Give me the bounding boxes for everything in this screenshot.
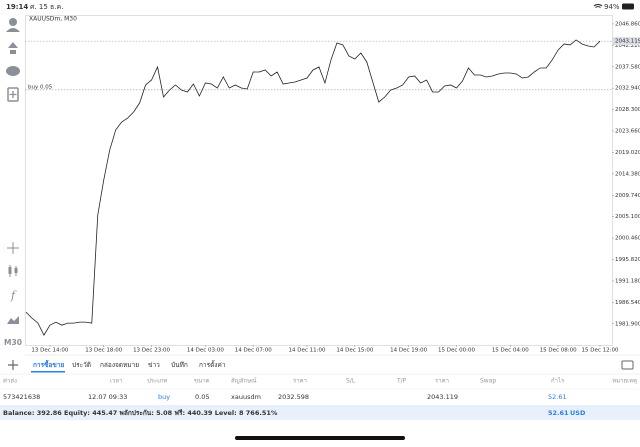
cell-type: buy	[158, 393, 170, 401]
y-tick-label: 2005.100	[615, 214, 640, 220]
x-tick-label: 13 Dec 14:00	[31, 348, 68, 354]
x-tick-label: 15 Dec 12:00	[582, 348, 619, 354]
cell-symbol: xauusdm	[231, 393, 261, 401]
icon-new[interactable]	[7, 87, 19, 102]
price-line-series	[25, 39, 601, 336]
tab[interactable]: การตั้งค่า	[199, 360, 226, 369]
price-tag	[612, 37, 640, 46]
icon-trade[interactable]	[8, 42, 18, 54]
timeframe[interactable]: M30	[4, 338, 22, 347]
y-tick-label: 2032.940	[615, 86, 640, 92]
cell-current-price: 2043.119	[427, 393, 458, 401]
y-tick-label: 1986.540	[615, 300, 640, 306]
tab[interactable]: ประวัติ	[72, 361, 91, 369]
icon-layout[interactable]	[621, 360, 634, 370]
y-tick-label: 2019.020	[615, 150, 640, 156]
y-tick-label: 1991.180	[615, 278, 640, 284]
sidebar: f M30	[4, 18, 634, 370]
account-summary: Balance: 392.86 Equity: 445.47 พลักประกั…	[3, 409, 278, 417]
icon-chat[interactable]	[6, 66, 20, 76]
status-time: 19:14	[6, 3, 28, 11]
y-tick-label: 2046.860	[615, 21, 640, 27]
icon-indicators[interactable]: f	[10, 289, 17, 302]
column-header: ขนาด	[194, 378, 210, 385]
tab[interactable]: บันทึก	[171, 361, 188, 369]
icon-add[interactable]	[8, 360, 18, 370]
cell-order: 573421638	[3, 393, 40, 401]
x-tick-label: 15 Dec 08:00	[540, 348, 577, 354]
tab-underline	[31, 371, 65, 373]
x-tick-label: 14 Dec 15:00	[336, 348, 373, 354]
column-header: กำไร	[551, 377, 565, 385]
y-tick-label: 2037.580	[615, 64, 640, 70]
y-tick-label: 2023.660	[615, 129, 640, 135]
x-tick-label: 14 Dec 19:00	[390, 348, 427, 354]
battery-icon	[622, 3, 634, 10]
x-tick-label: 14 Dec 11:00	[289, 348, 326, 354]
column-header: S/L	[346, 378, 356, 385]
battery-text: 94%	[604, 3, 620, 11]
column-header: T/P	[396, 378, 407, 385]
tab[interactable]: ข่าว	[148, 361, 160, 369]
column-header: ค่าส่ง	[3, 378, 17, 385]
cell-profit: 52.61	[548, 393, 567, 401]
status-date: ศ. 15 ธ.ค.	[30, 3, 63, 11]
x-tick-label: 15 Dec 00:00	[438, 348, 475, 354]
x-tick-label: 14 Dec 07:00	[235, 348, 272, 354]
x-tick-label: 13 Dec 23:00	[133, 348, 170, 354]
y-tick-label: 2028.300	[615, 107, 640, 113]
column-header: ราคา	[435, 378, 449, 385]
tab[interactable]: การซื้อขาย	[33, 359, 64, 369]
positions-table: ค่าส่ง เวลา ประเภท ขนาด สัญลักษณ์ ราคา S/L T/P ร…	[0, 377, 640, 401]
column-header: Swap	[480, 378, 496, 385]
cell-volume: 0.05	[195, 393, 209, 401]
y-tick-label: 1981.900	[615, 321, 640, 327]
icon-candles-2	[14, 268, 18, 273]
icon-objects[interactable]	[7, 316, 19, 324]
wifi-icon	[593, 4, 603, 8]
footer-bg	[0, 405, 640, 420]
cell-open-price: 2032.598	[278, 393, 309, 401]
home-indicator	[235, 436, 405, 440]
column-header: ประเภท	[147, 378, 167, 385]
y-tick-label: 2009.740	[615, 193, 640, 199]
column-header: หมายเหตุ	[612, 378, 637, 385]
cell-time: 12.07 09:33	[88, 393, 127, 401]
chart-title: XAUUSDm, M30	[29, 16, 77, 23]
currency: USD	[570, 409, 586, 417]
icon-quotes-body	[6, 28, 20, 32]
column-header: เวลา	[110, 378, 122, 385]
icon-new-plus	[9, 91, 17, 98]
x-tick-label: 13 Dec 18:00	[85, 348, 122, 354]
chart-frame	[25, 15, 613, 346]
tabs: การซื้อขาย ประวัติ กล่องจดหมาย ข่าว บันทึก กา…	[31, 359, 226, 373]
icon-candles[interactable]	[8, 267, 12, 274]
y-tick-label: 2014.380	[615, 171, 640, 177]
position-label: buy 0.05	[28, 84, 53, 90]
y-tick-label: 1995.820	[615, 257, 640, 263]
y-tick-label: 2042.220	[615, 43, 640, 49]
icon-crosshair[interactable]	[7, 242, 19, 254]
tab[interactable]: กล่องจดหมาย	[100, 361, 139, 369]
price-tag-label: 2043.119	[615, 39, 640, 45]
x-tick-label: 14 Dec 03:00	[187, 348, 224, 354]
x-tick-label: 15 Dec 04:00	[492, 348, 529, 354]
column-header: สัญลักษณ์	[231, 377, 257, 385]
total-profit: 52.61	[548, 409, 569, 417]
icon-quotes[interactable]	[9, 18, 17, 26]
column-header: ราคา	[293, 378, 307, 385]
y-tick-label: 2000.460	[615, 236, 640, 242]
